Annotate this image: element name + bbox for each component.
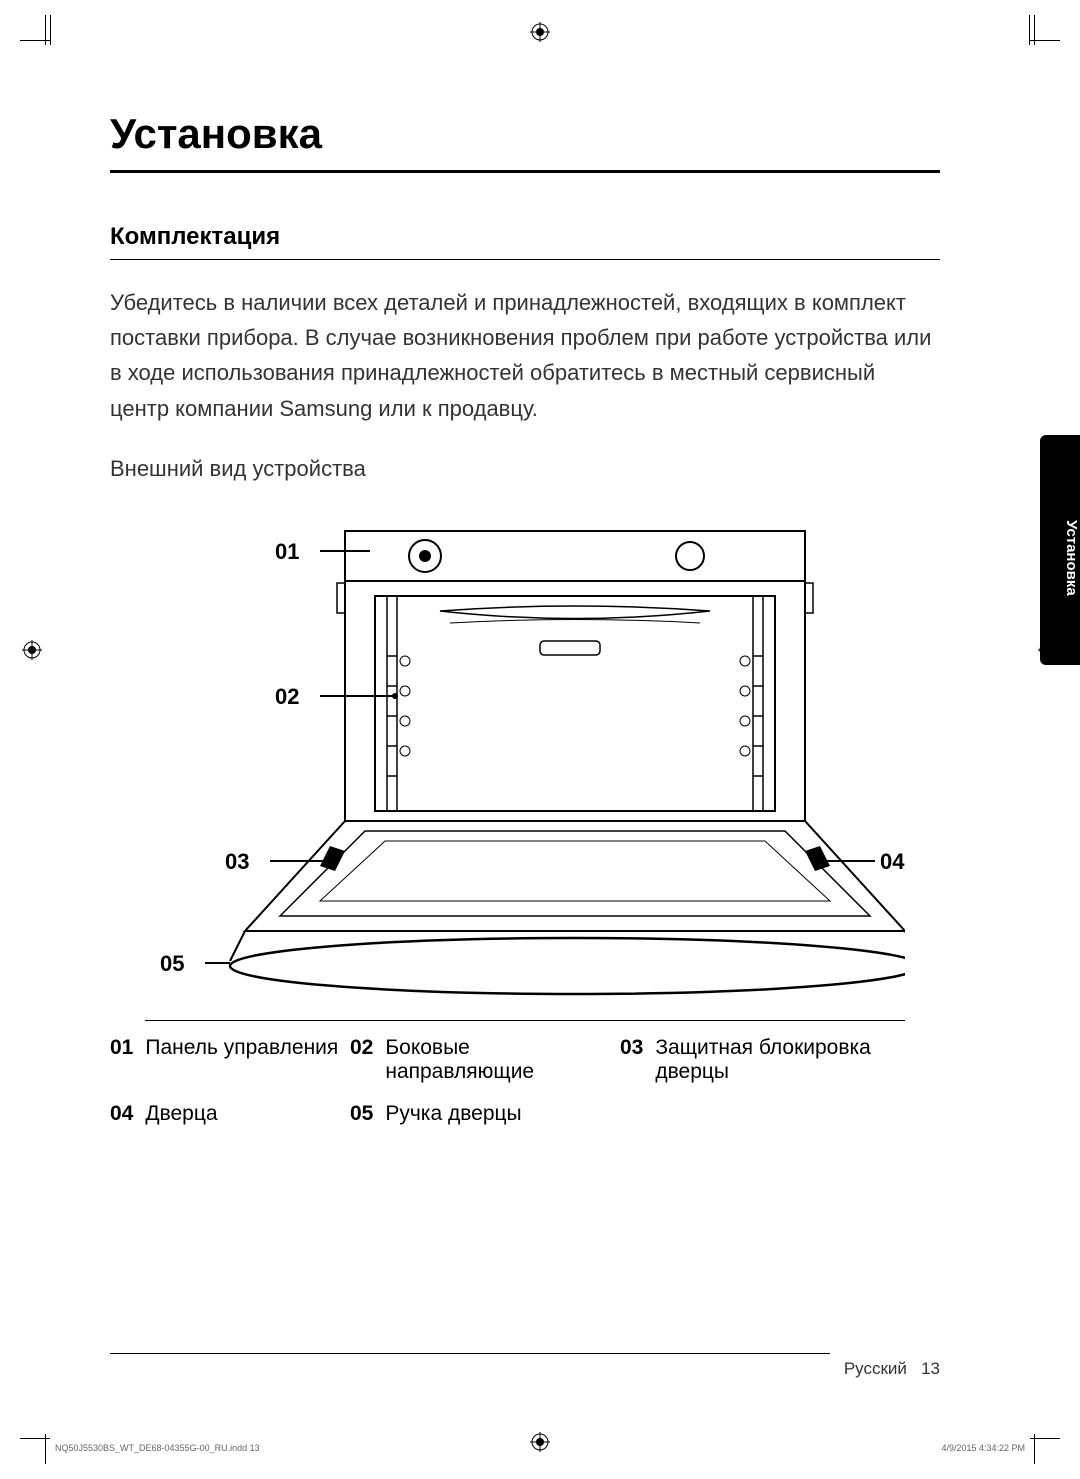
legend-num: 05: [350, 1102, 373, 1126]
footer-language: Русский: [844, 1359, 907, 1378]
crop-mark: [45, 1434, 46, 1464]
legend-label: Ручка дверцы: [385, 1102, 521, 1126]
oven-diagram: 01 02 03 04 05: [145, 511, 905, 1021]
legend-label: Боковые направляющие: [385, 1036, 620, 1084]
legend-item: 04 Дверца: [110, 1102, 350, 1126]
legend-label: Панель управления: [145, 1036, 338, 1084]
intro-paragraph: Убедитесь в наличии всех деталей и прина…: [110, 285, 940, 426]
print-filename: NQ50J5530BS_WT_DE68-04355G-00_RU.indd 13: [55, 1443, 260, 1453]
page-content: Установка Комплектация Убедитесь в налич…: [110, 110, 940, 1126]
print-timestamp: 4/9/2015 4:34:22 PM: [941, 1443, 1025, 1453]
legend-item: 05 Ручка дверцы: [350, 1102, 620, 1126]
section-heading: Комплектация: [110, 223, 940, 260]
legend-num: 01: [110, 1036, 133, 1084]
registration-mark-icon: [530, 1432, 550, 1457]
subheading-text: Внешний вид устройства: [110, 451, 940, 486]
legend-num: 02: [350, 1036, 373, 1084]
callout-03: 03: [225, 849, 249, 874]
legend-item: 01Панель управления: [110, 1036, 350, 1084]
legend-num: 03: [620, 1036, 643, 1084]
legend: 01Панель управления 02Боковые направляющ…: [110, 1036, 940, 1126]
callout-02: 02: [275, 684, 299, 709]
callout-04: 04: [880, 849, 905, 874]
callout-01: 01: [275, 539, 299, 564]
registration-mark-icon: [530, 22, 550, 47]
crop-mark: [1034, 1434, 1035, 1464]
crop-mark: [50, 15, 51, 45]
page-title: Установка: [110, 110, 940, 173]
footer-rule: [110, 1353, 830, 1354]
footer-page-number: 13: [921, 1359, 940, 1378]
legend-num: 04: [110, 1102, 133, 1126]
callout-05: 05: [160, 951, 184, 976]
crop-mark: [1029, 15, 1030, 45]
registration-mark-icon: [22, 640, 42, 665]
legend-label: Защитная блокировка дверцы: [655, 1036, 900, 1084]
crop-mark: [45, 15, 46, 45]
section-tab: Установка: [1040, 435, 1080, 665]
page-footer: Русский 13: [844, 1359, 940, 1379]
legend-item: 02Боковые направляющие: [350, 1036, 620, 1084]
crop-mark: [1034, 15, 1035, 45]
legend-item: 03Защитная блокировка дверцы: [620, 1036, 900, 1084]
legend-label: Дверца: [145, 1102, 217, 1126]
